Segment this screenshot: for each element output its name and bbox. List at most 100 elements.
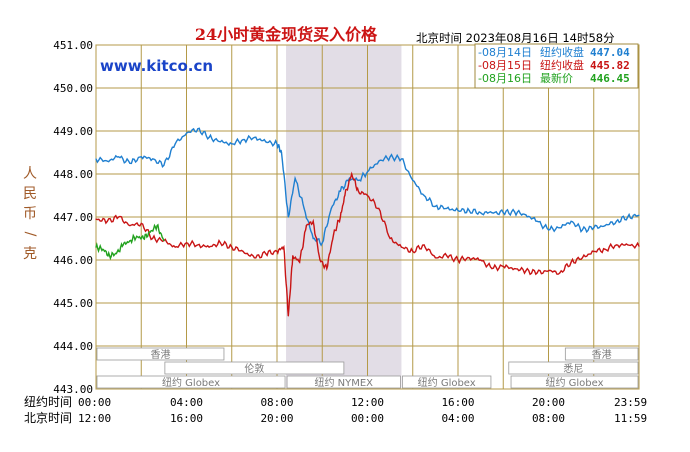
series-point xyxy=(287,216,289,218)
series-point xyxy=(312,220,314,222)
series-point xyxy=(446,207,448,209)
series-point xyxy=(197,244,199,246)
series-point xyxy=(502,212,504,214)
series-point xyxy=(95,246,97,248)
series-point xyxy=(400,158,403,160)
series-point xyxy=(400,246,403,248)
x-tick-label-ny: 12:00 xyxy=(351,396,384,409)
series-point xyxy=(149,231,151,233)
market-session-bar xyxy=(402,375,492,389)
series-point xyxy=(208,136,210,139)
series-point xyxy=(140,156,142,158)
series-point xyxy=(129,240,131,242)
series-point xyxy=(525,214,527,216)
series-point xyxy=(265,252,267,255)
x-tick-label-bj: 08:00 xyxy=(532,412,565,425)
market-session-bar xyxy=(564,347,639,361)
market-session-label: 伦敦 xyxy=(244,362,264,375)
legend-entry-value: 446.45 xyxy=(590,72,630,85)
series-point xyxy=(468,209,470,212)
series-point xyxy=(95,218,97,220)
market-session-bar xyxy=(164,361,345,375)
series-point xyxy=(366,194,369,197)
series-point xyxy=(118,216,120,218)
series-point xyxy=(547,270,550,272)
series-point xyxy=(242,139,244,141)
series-point xyxy=(129,162,131,164)
series-point xyxy=(615,244,617,246)
series-point xyxy=(231,143,233,145)
series-point xyxy=(412,179,414,182)
legend-entry-label: 最新价 xyxy=(540,71,573,85)
series-point xyxy=(219,242,222,244)
series-point xyxy=(280,151,283,154)
series-point xyxy=(321,242,323,244)
series-point xyxy=(174,246,176,248)
y-axis-label-char: / xyxy=(22,232,38,237)
series-point xyxy=(468,257,470,259)
chart-subtitle: 北京时间 2023年08月16日 14时58分 xyxy=(416,31,615,45)
x-tick-label-bj: 04:00 xyxy=(441,412,474,425)
y-tick-label: 451.00 xyxy=(53,39,93,52)
market-session-label: 纽约 Globex xyxy=(418,376,476,389)
market-session-bar xyxy=(508,361,639,375)
market-session-label: 悉尼 xyxy=(563,363,583,375)
series-point xyxy=(151,158,154,160)
y-tick-label: 444.00 xyxy=(53,340,93,353)
series-point xyxy=(122,244,124,246)
series-point xyxy=(457,209,459,212)
series-point xyxy=(559,272,561,274)
y-tick-label: 449.00 xyxy=(53,125,93,138)
series-point xyxy=(332,233,335,235)
legend-entry-value: 447.04 xyxy=(590,46,630,59)
x-tick-label-ny: 16:00 xyxy=(441,396,474,409)
x-tick-label-ny: 00:00 xyxy=(78,396,111,409)
series-point xyxy=(491,268,493,270)
series-point xyxy=(491,212,493,214)
series-point xyxy=(136,235,138,237)
series-point xyxy=(305,225,308,227)
x-tick-label-bj: 20:00 xyxy=(260,412,293,425)
series-point xyxy=(108,255,111,257)
series-point xyxy=(95,158,97,160)
x-tick-label-ny: 23:59 xyxy=(614,396,647,409)
series-point xyxy=(242,250,244,252)
x-tick-label-ny: 20:00 xyxy=(532,396,565,409)
y-axis-label-char: 克 xyxy=(23,246,37,262)
x-tick-label-ny: 04:00 xyxy=(170,396,203,409)
series-point xyxy=(434,205,436,207)
series-point xyxy=(351,173,353,175)
series-point xyxy=(185,132,188,134)
y-tick-label: 445.00 xyxy=(53,297,93,310)
series-point xyxy=(330,207,332,209)
series-point xyxy=(378,160,380,162)
series-point xyxy=(326,268,328,270)
legend-entry-name: -08月14日 xyxy=(478,46,532,59)
series-point xyxy=(231,246,233,248)
market-session-bar xyxy=(510,375,639,389)
series-point xyxy=(627,244,629,246)
series-point xyxy=(357,179,360,182)
y-tick-label: 446.00 xyxy=(53,254,93,267)
legend: -08月14日 纽约收盘 447.04 -08月15日 纽约收盘 445.82 -08月16… xyxy=(478,45,630,85)
series-point xyxy=(570,261,572,263)
series-point xyxy=(357,190,360,192)
market-session-label: 香港 xyxy=(150,349,170,361)
y-tick-label: 450.00 xyxy=(53,82,93,95)
x-tick-label-bj: 11:59 xyxy=(614,412,647,425)
series-point xyxy=(174,143,176,145)
series-point xyxy=(163,164,165,166)
series-point xyxy=(299,261,301,263)
series-point xyxy=(389,237,391,240)
series-point xyxy=(536,272,538,274)
series-point xyxy=(547,229,550,231)
market-session-label: 香港 xyxy=(592,349,612,361)
series-point xyxy=(276,143,278,145)
series-point xyxy=(294,177,296,179)
x-tick-label-bj: 12:00 xyxy=(78,412,111,425)
series-point xyxy=(593,250,595,252)
series-point xyxy=(197,128,199,130)
series-point xyxy=(287,315,289,317)
chart-title: 24小时黄金现货买入价格 xyxy=(195,25,378,44)
series-point xyxy=(253,136,255,139)
